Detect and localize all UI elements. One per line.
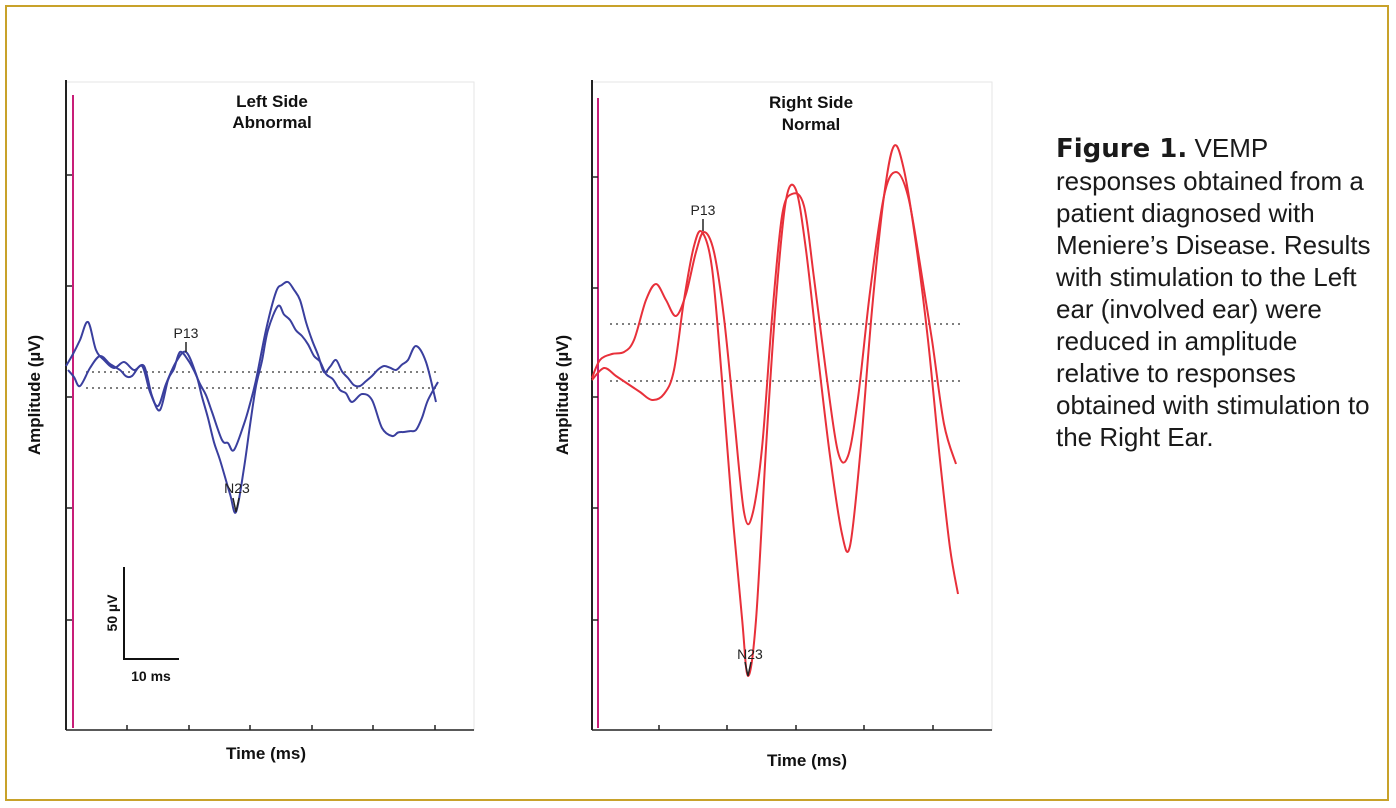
right-n23-marker <box>744 661 752 677</box>
scale-bar-y-label: 50 µV <box>104 594 120 632</box>
left-title: Left Side <box>236 92 308 111</box>
left-trace-2 <box>67 304 439 514</box>
figure-label: Figure 1. <box>1056 134 1188 164</box>
left-x-ticks <box>126 725 436 730</box>
scale-bar: 50 µV 10 ms <box>104 567 179 684</box>
right-x-axis-label: Time (ms) <box>767 751 847 770</box>
right-n23-label: N23 <box>737 646 763 662</box>
left-p13-label: P13 <box>174 325 199 341</box>
left-n23-label: N23 <box>224 480 250 496</box>
figure-caption: Figure 1. VEMP responses obtained from a… <box>1056 132 1386 453</box>
left-chart: Left Side Abnormal P13 N23 Amplitude (µV… <box>25 80 475 763</box>
right-p13-label: P13 <box>691 202 716 218</box>
right-plot-frame <box>591 81 993 731</box>
left-plot-frame <box>65 81 475 731</box>
right-subtitle: Normal <box>782 115 841 134</box>
left-y-axis-label: Amplitude (µV) <box>25 335 44 455</box>
right-title: Right Side <box>769 93 853 112</box>
figure-caption-text: VEMP responses obtained from a patient d… <box>1056 133 1371 452</box>
left-n23-marker <box>232 497 240 513</box>
left-y-ticks <box>66 174 72 621</box>
right-trace-2 <box>591 144 959 678</box>
right-chart: Right Side Normal P13 N23 Amplitude (µV)… <box>553 80 993 770</box>
right-y-ticks <box>592 176 598 621</box>
right-x-ticks <box>658 725 934 730</box>
left-subtitle: Abnormal <box>232 113 311 132</box>
left-x-axis-label: Time (ms) <box>226 744 306 763</box>
right-trace-1 <box>591 170 957 526</box>
figure-frame <box>5 5 1389 801</box>
right-y-axis-label: Amplitude (µV) <box>553 335 572 455</box>
scale-bar-x-label: 10 ms <box>131 668 171 684</box>
